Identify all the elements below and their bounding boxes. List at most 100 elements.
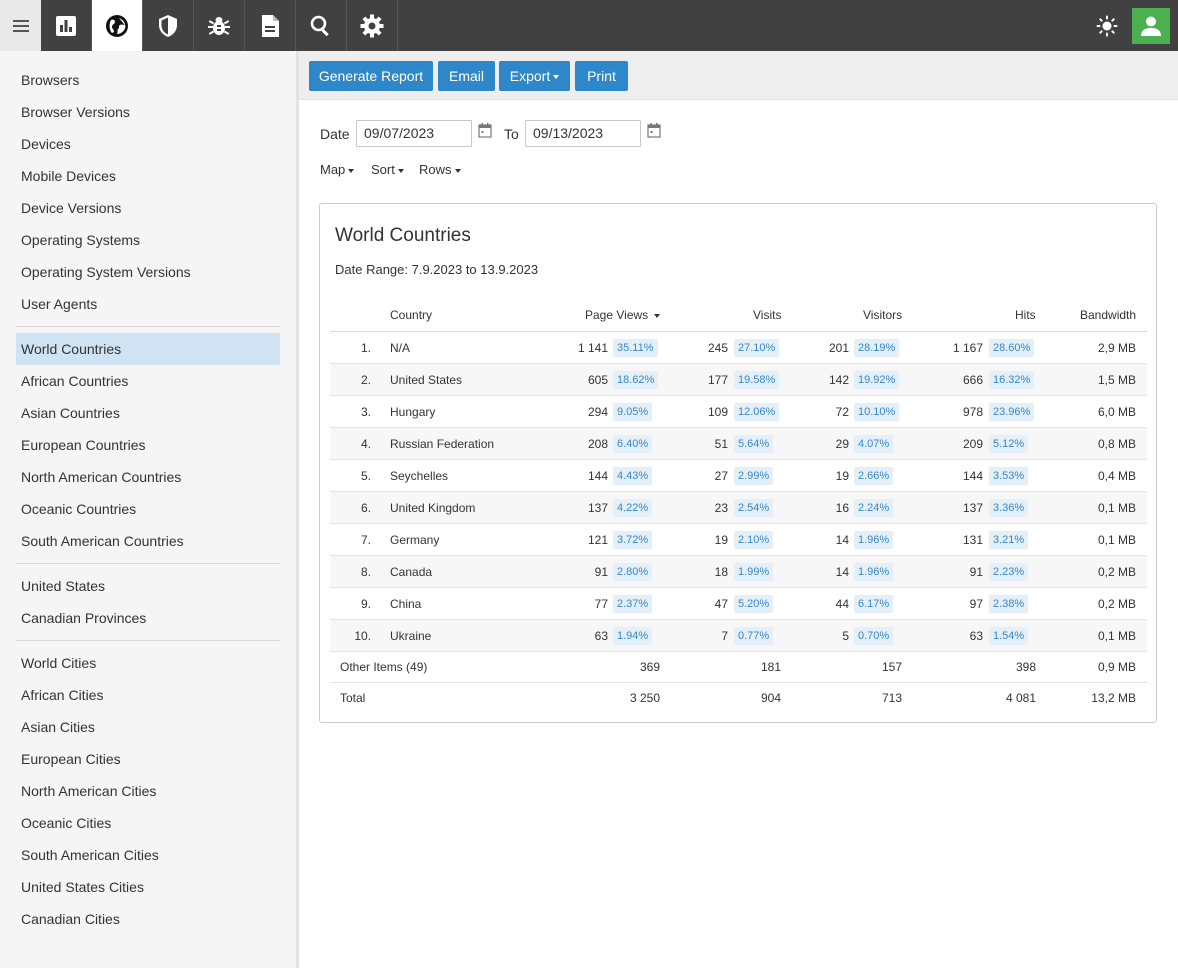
table-cell-hits: 137 <box>962 501 983 515</box>
export-button[interactable]: Export <box>499 61 570 91</box>
table-cell-hits: 666 <box>962 373 983 387</box>
sidebar-item-asian-cities[interactable]: Asian Cities <box>21 719 95 735</box>
table-cell-country: Ukraine <box>390 629 432 643</box>
calendar-icon[interactable] <box>478 123 492 138</box>
sidebar-item-mobile-devices[interactable]: Mobile Devices <box>21 168 116 184</box>
sidebar-item-browser-versions[interactable]: Browser Versions <box>21 104 130 120</box>
percent-badge: 5.12% <box>989 435 1029 453</box>
sidebar-item-african-cities[interactable]: African Cities <box>21 687 104 703</box>
search-icon[interactable] <box>296 0 347 51</box>
other-items-row: Other Items (49) 369 181 157 398 0,9 MB <box>330 652 1147 683</box>
percent-badge: 0.77% <box>734 627 774 645</box>
sidebar-item-european-cities[interactable]: European Cities <box>21 751 121 767</box>
user-icon[interactable] <box>1132 8 1170 44</box>
percent-badge: 10.10% <box>854 403 900 421</box>
table-cell-country: Hungary <box>390 405 436 419</box>
table-row: 4. Russian Federation 208 6.40% 51 5.64% 29 4.0… <box>330 428 1147 460</box>
shield-icon[interactable] <box>143 0 194 51</box>
sidebar-item-oceanic-cities[interactable]: Oceanic Cities <box>21 815 112 831</box>
column-bandwidth[interactable]: Bandwidth <box>1080 308 1137 322</box>
sidebar-item-oceanic-countries[interactable]: Oceanic Countries <box>21 501 137 517</box>
rows-dropdown[interactable]: Rows <box>419 162 461 177</box>
percent-badge: 12.06% <box>734 403 780 421</box>
percent-badge: 2.23% <box>989 563 1029 581</box>
map-label: Map <box>320 162 346 177</box>
sidebar-item-user-agents[interactable]: User Agents <box>21 296 98 312</box>
sidebar-item-devices[interactable]: Devices <box>21 136 71 152</box>
percent-badge: 4.07% <box>854 435 894 453</box>
column-country[interactable]: Country <box>390 308 433 322</box>
table-cell-hits: 91 <box>969 565 983 579</box>
sidebar-item-world-countries[interactable]: World Countries <box>16 333 280 365</box>
sidebar: Browsers Browser Versions Devices Mobile… <box>0 51 299 968</box>
table-cell-visits: 23 <box>714 501 728 515</box>
sidebar-item-asian-countries[interactable]: Asian Countries <box>21 405 120 421</box>
sidebar-item-south-american-cities[interactable]: South American Cities <box>21 847 159 863</box>
sidebar-item-european-countries[interactable]: European Countries <box>21 437 146 453</box>
column-hits[interactable]: Hits <box>1015 308 1036 322</box>
table-row: 2. United States 605 18.62% 177 19.58% 142 19.9… <box>330 364 1147 396</box>
table-cell-pv: 208 <box>587 437 608 451</box>
hamburger-icon[interactable] <box>0 0 41 51</box>
sun-icon[interactable] <box>1090 9 1124 43</box>
sidebar-item-os-versions[interactable]: Operating System Versions <box>21 264 191 280</box>
summary-cell-pv: 3 250 <box>629 691 660 705</box>
sidebar-item-north-american-cities[interactable]: North American Cities <box>21 783 157 799</box>
map-dropdown[interactable]: Map <box>320 162 355 177</box>
sidebar-item-south-american-countries[interactable]: South American Countries <box>21 533 184 549</box>
sidebar-item-united-states-cities[interactable]: United States Cities <box>21 879 144 895</box>
table-cell-visitors: 5 <box>842 629 849 643</box>
calendar-icon[interactable] <box>647 123 661 138</box>
to-label: To <box>504 126 519 142</box>
percent-badge: 23.96% <box>989 403 1035 421</box>
percent-badge: 3.21% <box>989 531 1029 549</box>
globe-icon[interactable] <box>92 0 143 51</box>
summary-cell-hits: 4 081 <box>1005 691 1036 705</box>
generate-report-button[interactable]: Generate Report <box>309 61 433 91</box>
summary-cell-visitors: 713 <box>881 691 902 705</box>
table-cell-visits: 18 <box>714 565 728 579</box>
bar-chart-icon[interactable] <box>41 0 92 51</box>
sort-label: Sort <box>371 162 395 177</box>
sidebar-item-world-cities[interactable]: World Cities <box>21 655 97 671</box>
print-button[interactable]: Print <box>575 61 628 91</box>
sidebar-item-operating-systems[interactable]: Operating Systems <box>21 232 141 248</box>
sort-dropdown[interactable]: Sort <box>371 162 404 177</box>
sidebar-item-united-states[interactable]: United States <box>21 578 106 594</box>
table-cell-hits: 131 <box>962 533 983 547</box>
email-button[interactable]: Email <box>438 61 495 91</box>
sidebar-item-north-american-countries[interactable]: North American Countries <box>21 469 182 485</box>
table-cell-visitors: 201 <box>828 341 849 355</box>
sidebar-group-cities: World Cities African Cities Asian Cities… <box>0 647 296 935</box>
sidebar-item-canadian-provinces[interactable]: Canadian Provinces <box>21 610 147 626</box>
date-from-field[interactable]: 09/07/2023 <box>356 120 472 147</box>
date-range: Date Range: 7.9.2023 to 13.9.2023 <box>335 262 539 277</box>
column-visits[interactable]: Visits <box>753 308 782 322</box>
percent-badge: 28.60% <box>989 339 1035 357</box>
table-cell-visits: 27 <box>714 469 728 483</box>
percent-badge: 1.99% <box>734 563 774 581</box>
table-cell-hits: 978 <box>962 405 983 419</box>
toolbar: Generate Report Email Export Print <box>299 51 1178 100</box>
sidebar-item-device-versions[interactable]: Device Versions <box>21 200 122 216</box>
document-icon[interactable] <box>245 0 296 51</box>
gear-icon[interactable] <box>347 0 398 51</box>
summary-cell-hits: 398 <box>1015 660 1036 674</box>
table-cell-bw: 2,9 MB <box>1097 341 1136 355</box>
table-cell-country: Seychelles <box>390 469 449 483</box>
table-cell-country: United Kingdom <box>390 501 476 515</box>
column-page-views[interactable]: Page Views <box>585 308 661 322</box>
sidebar-item-canadian-cities[interactable]: Canadian Cities <box>21 911 120 927</box>
date-to-field[interactable]: 09/13/2023 <box>525 120 641 147</box>
column-visitors[interactable]: Visitors <box>863 308 903 322</box>
sidebar-item-browsers[interactable]: Browsers <box>21 72 80 88</box>
table-cell-country: N/A <box>390 341 411 355</box>
table-cell-country: China <box>390 597 422 611</box>
table-cell-bw: 0,1 MB <box>1097 501 1136 515</box>
table-cell-visits: 245 <box>707 341 728 355</box>
bug-icon[interactable] <box>194 0 245 51</box>
table-row: 7. Germany 121 3.72% 19 2.10% 14 1.96% 131 3.21% 0… <box>330 524 1147 556</box>
table-row: 3. Hungary 294 9.05% 109 12.06% 72 10.10% 978 23.… <box>330 396 1147 428</box>
sidebar-item-african-countries[interactable]: African Countries <box>21 373 129 389</box>
percent-badge: 2.99% <box>734 467 774 485</box>
